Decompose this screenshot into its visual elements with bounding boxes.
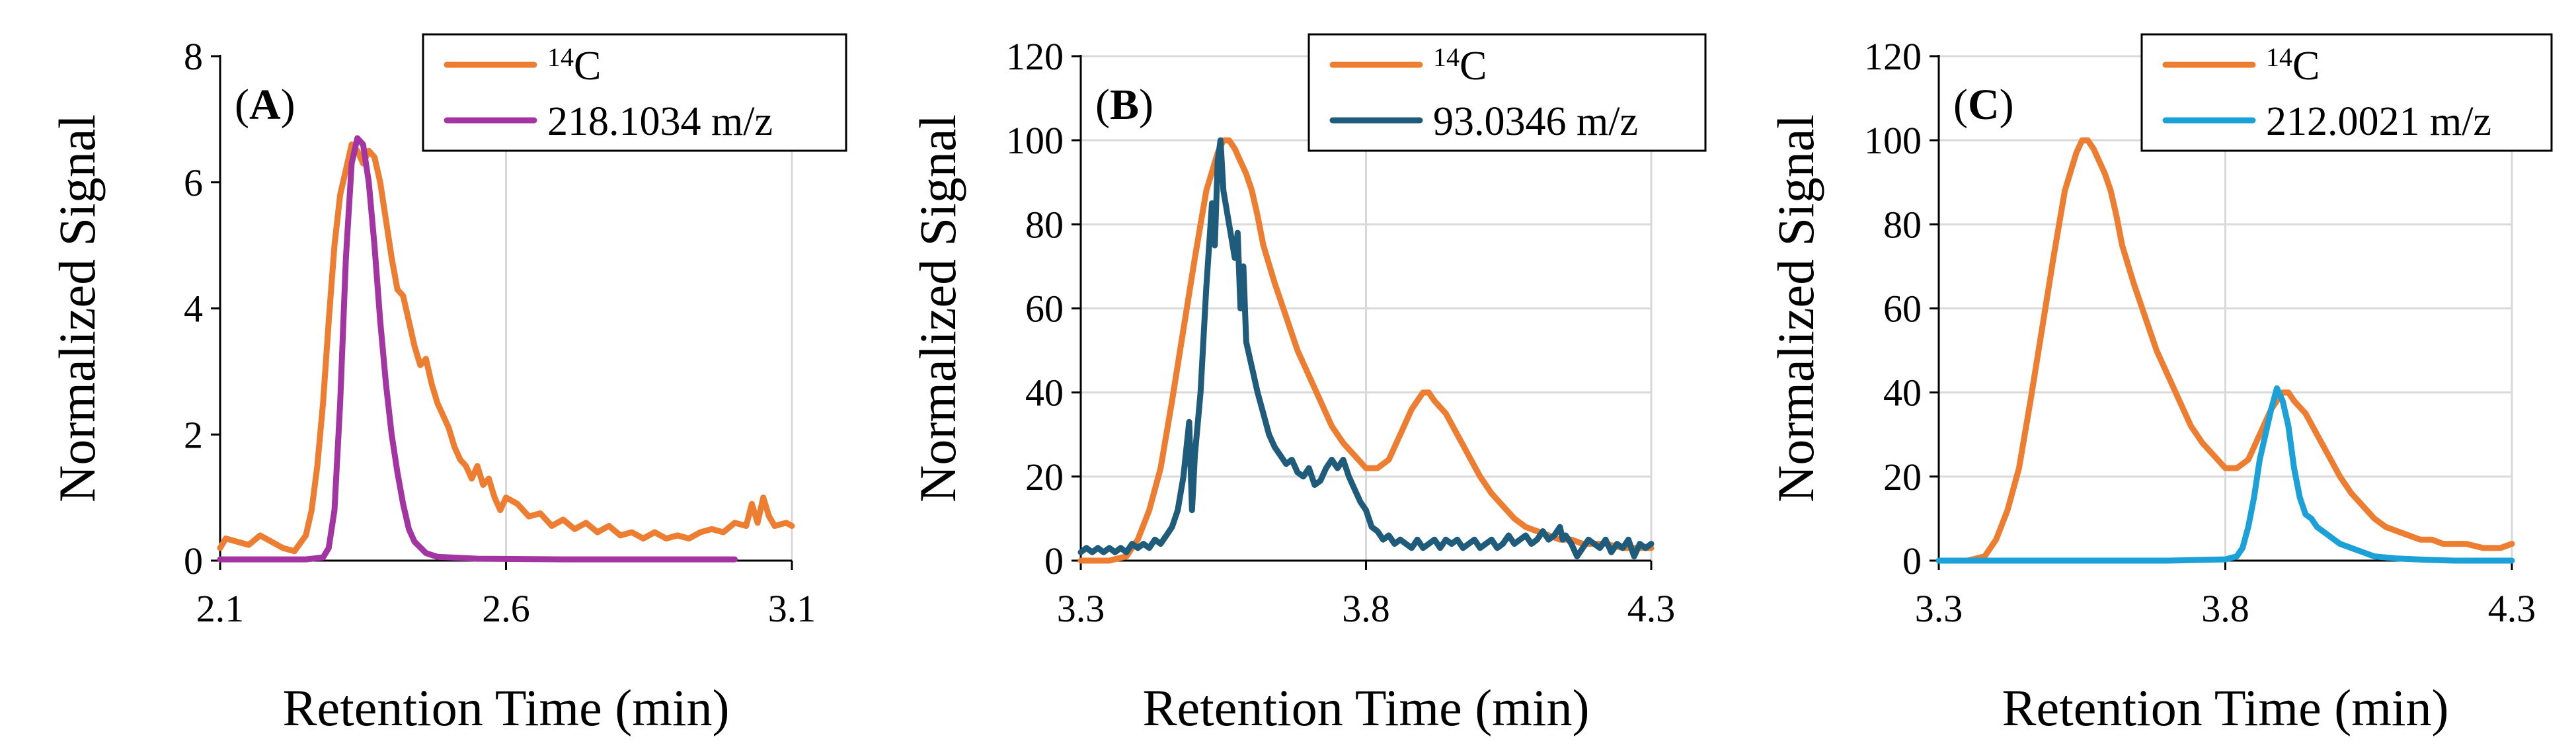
y-axis-title: Normalized Signal: [909, 114, 966, 502]
y-tick-label: 0: [1044, 539, 1064, 582]
legend-box: [1308, 33, 1707, 152]
y-tick-label: 40: [1883, 372, 1922, 415]
chart-panel-a: 0 2 4 6 8 2.1 2.6 3.1 Retention Time (min) Normal…: [48, 33, 847, 736]
x-tick-label: 3.8: [2201, 587, 2249, 630]
panel-label: (B): [1095, 81, 1153, 129]
legend-box: [422, 33, 847, 152]
y-tick-label: 2: [184, 413, 203, 456]
x-tick-label: 3.3: [1915, 587, 1963, 630]
x-tick-label: 3.8: [1342, 587, 1390, 630]
series-line-2: [1077, 137, 1655, 560]
x-tick-label: 2.1: [196, 587, 245, 630]
x-axis-title: Retention Time (min): [1142, 679, 1589, 736]
y-tick-label: 40: [1025, 372, 1064, 415]
y-tick-label: 100: [1864, 119, 1922, 162]
y-tick-label: 100: [1006, 119, 1064, 162]
x-tick-label: 3.3: [1057, 587, 1105, 630]
y-tick-label: 0: [1902, 539, 1922, 582]
y-tick-label: 60: [1025, 288, 1064, 331]
legend-label-2: 93.0346 m/z: [1433, 99, 1638, 144]
x-tick-label: 2.6: [482, 587, 530, 630]
x-tick-label: 4.3: [2488, 587, 2536, 630]
y-axis-title: Normalized Signal: [1767, 114, 1824, 502]
series-line-1: [1935, 137, 2515, 564]
y-tick-label: 120: [1006, 35, 1064, 78]
series-line-2: [217, 135, 738, 563]
legend-label-2: 218.1034 m/z: [547, 99, 773, 144]
y-tick-label: 60: [1883, 288, 1922, 331]
y-tick-label: 0: [184, 539, 203, 582]
panel-label: (C): [1953, 81, 2014, 129]
legend-label-1: 14C: [1433, 42, 1487, 89]
y-tick-label: 20: [1025, 456, 1064, 498]
series-line-2: [1935, 385, 2515, 564]
chart-panel-c: 0 20 40 60 80 100 120 3.3 3.8 4.3 Retention Time (…: [1767, 33, 2553, 736]
y-axis-title: Normalized Signal: [48, 114, 106, 502]
chart-panel-b: 0 20 40 60 80 100 120 3.3 3.8 4.3 Retention Time (…: [909, 33, 1707, 736]
series-line-1: [217, 141, 795, 555]
x-tick-label: 4.3: [1627, 587, 1676, 630]
panel-label: (A): [235, 81, 295, 129]
y-tick-label: 80: [1883, 203, 1922, 246]
legend-box: [2140, 33, 2553, 152]
x-tick-label: 3.1: [768, 587, 816, 630]
y-tick-label: 120: [1864, 35, 1922, 78]
y-tick-label: 20: [1883, 456, 1922, 498]
y-tick-label: 6: [184, 161, 203, 204]
y-tick-label: 80: [1025, 203, 1064, 246]
legend-label-2: 212.0021 m/z: [2266, 99, 2491, 144]
y-tick-label: 4: [184, 288, 203, 331]
x-axis-title: Retention Time (min): [2002, 679, 2448, 736]
legend-label-1: 14C: [547, 42, 601, 89]
legend-label-1: 14C: [2266, 42, 2320, 89]
x-axis-title: Retention Time (min): [282, 679, 729, 736]
y-tick-label: 8: [184, 35, 203, 78]
